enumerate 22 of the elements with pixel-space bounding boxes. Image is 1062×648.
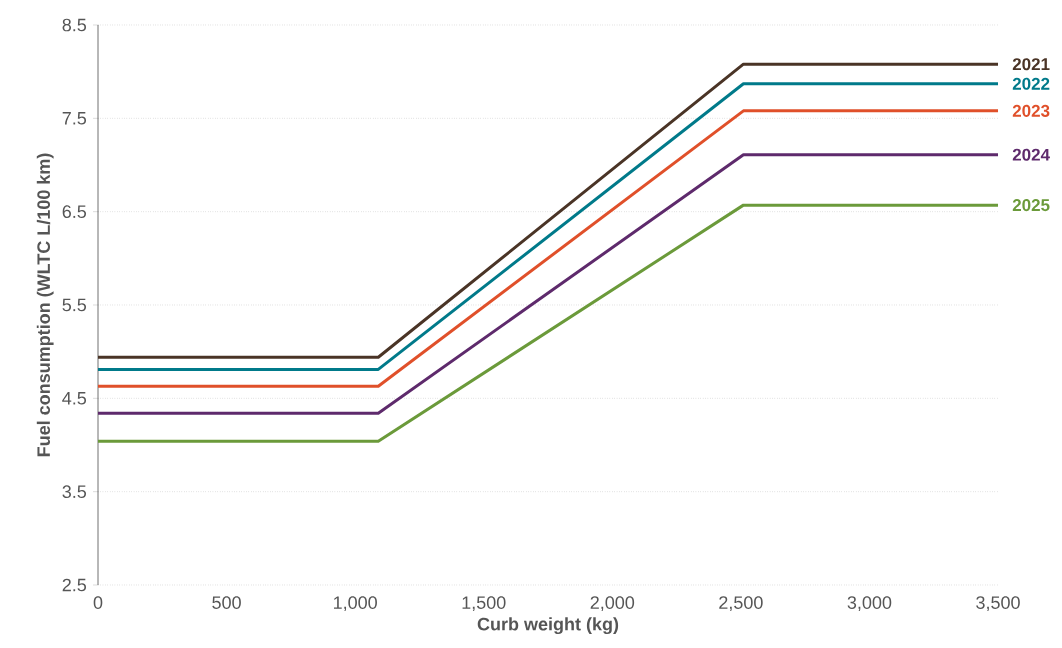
y-tick-label: 7.5 [62, 112, 87, 125]
y-tick-label: 6.5 [62, 205, 87, 219]
x-tick-label: 1,000 [334, 596, 377, 612]
series-label: 2022 [1012, 77, 1050, 90]
y-tick-label: 3.5 [62, 485, 87, 499]
x-tick-label: 2,500 [719, 596, 763, 612]
series-label: 2025 [1012, 199, 1050, 212]
series-label: 2023 [1012, 104, 1050, 117]
x-axis-title: Curb weight (kg) [477, 617, 619, 635]
series-label: 2024 [1012, 148, 1050, 161]
series-label: 2021 [1012, 58, 1050, 71]
x-tick-label: 500 [212, 596, 241, 609]
y-tick-label: 4.5 [62, 392, 87, 405]
x-tick-label: 2,000 [590, 596, 635, 612]
y-tick-label: 5.5 [62, 298, 87, 312]
x-tick-label: 1,500 [462, 596, 506, 612]
y-tick-label: 2.5 [62, 578, 87, 592]
x-tick-label: 3,000 [847, 596, 892, 612]
y-tick-label: 8.5 [62, 18, 87, 32]
x-tick-label: 3,500 [976, 596, 1020, 612]
y-axis-title: Fuel consumption (WLTC L/100 km) [36, 153, 54, 457]
x-tick-label: 0 [93, 596, 103, 609]
